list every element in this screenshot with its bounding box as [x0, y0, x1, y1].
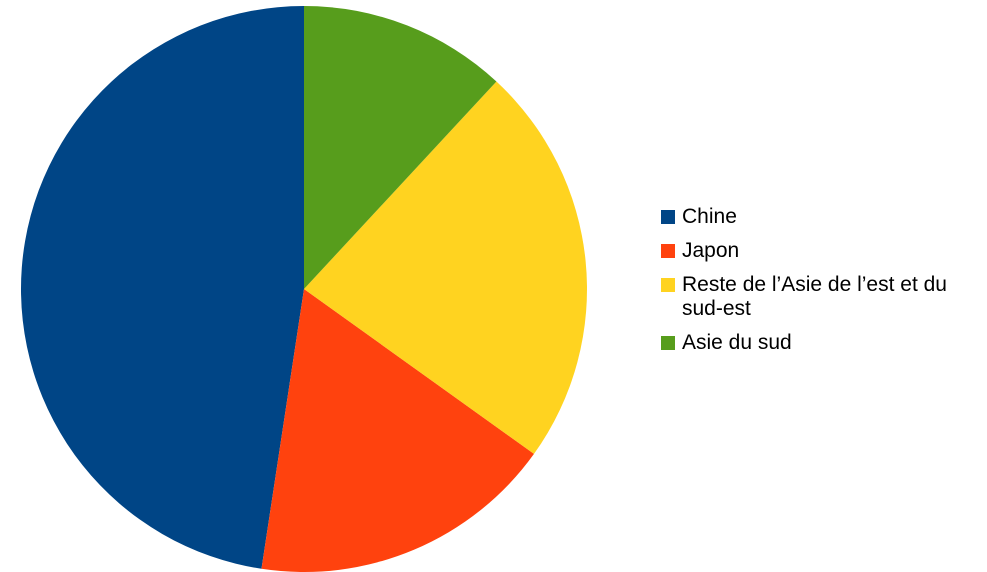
legend-swatch-reste-asie [661, 278, 675, 292]
legend-swatch-asie-du-sud [661, 336, 675, 350]
pie-slice-reste-asie [304, 81, 587, 454]
legend-item-japon: Japon [661, 239, 981, 263]
pie-slice-chine [20, 6, 304, 569]
legend-swatch-japon [661, 244, 675, 258]
legend-label-chine: Chine [682, 205, 737, 228]
pie-chart [20, 6, 587, 572]
legend-label-asie-du-sud: Asie du sud [682, 331, 792, 354]
pie-slice-japon [261, 289, 534, 572]
legend-swatch-chine [661, 210, 675, 224]
legend-item-reste-asie: Reste de l’Asie de l’est et du sud-est [661, 273, 981, 321]
legend-label-reste-asie: Reste de l’Asie de l’est et du sud-est [682, 273, 947, 320]
legend-item-chine: Chine [661, 205, 981, 229]
pie-slice-asie-du-sud [304, 6, 497, 289]
legend-label-japon: Japon [682, 239, 740, 262]
legend: Chine Japon Reste de l’Asie de l’est et … [661, 205, 981, 365]
legend-item-asie-du-sud: Asie du sud [661, 331, 981, 355]
